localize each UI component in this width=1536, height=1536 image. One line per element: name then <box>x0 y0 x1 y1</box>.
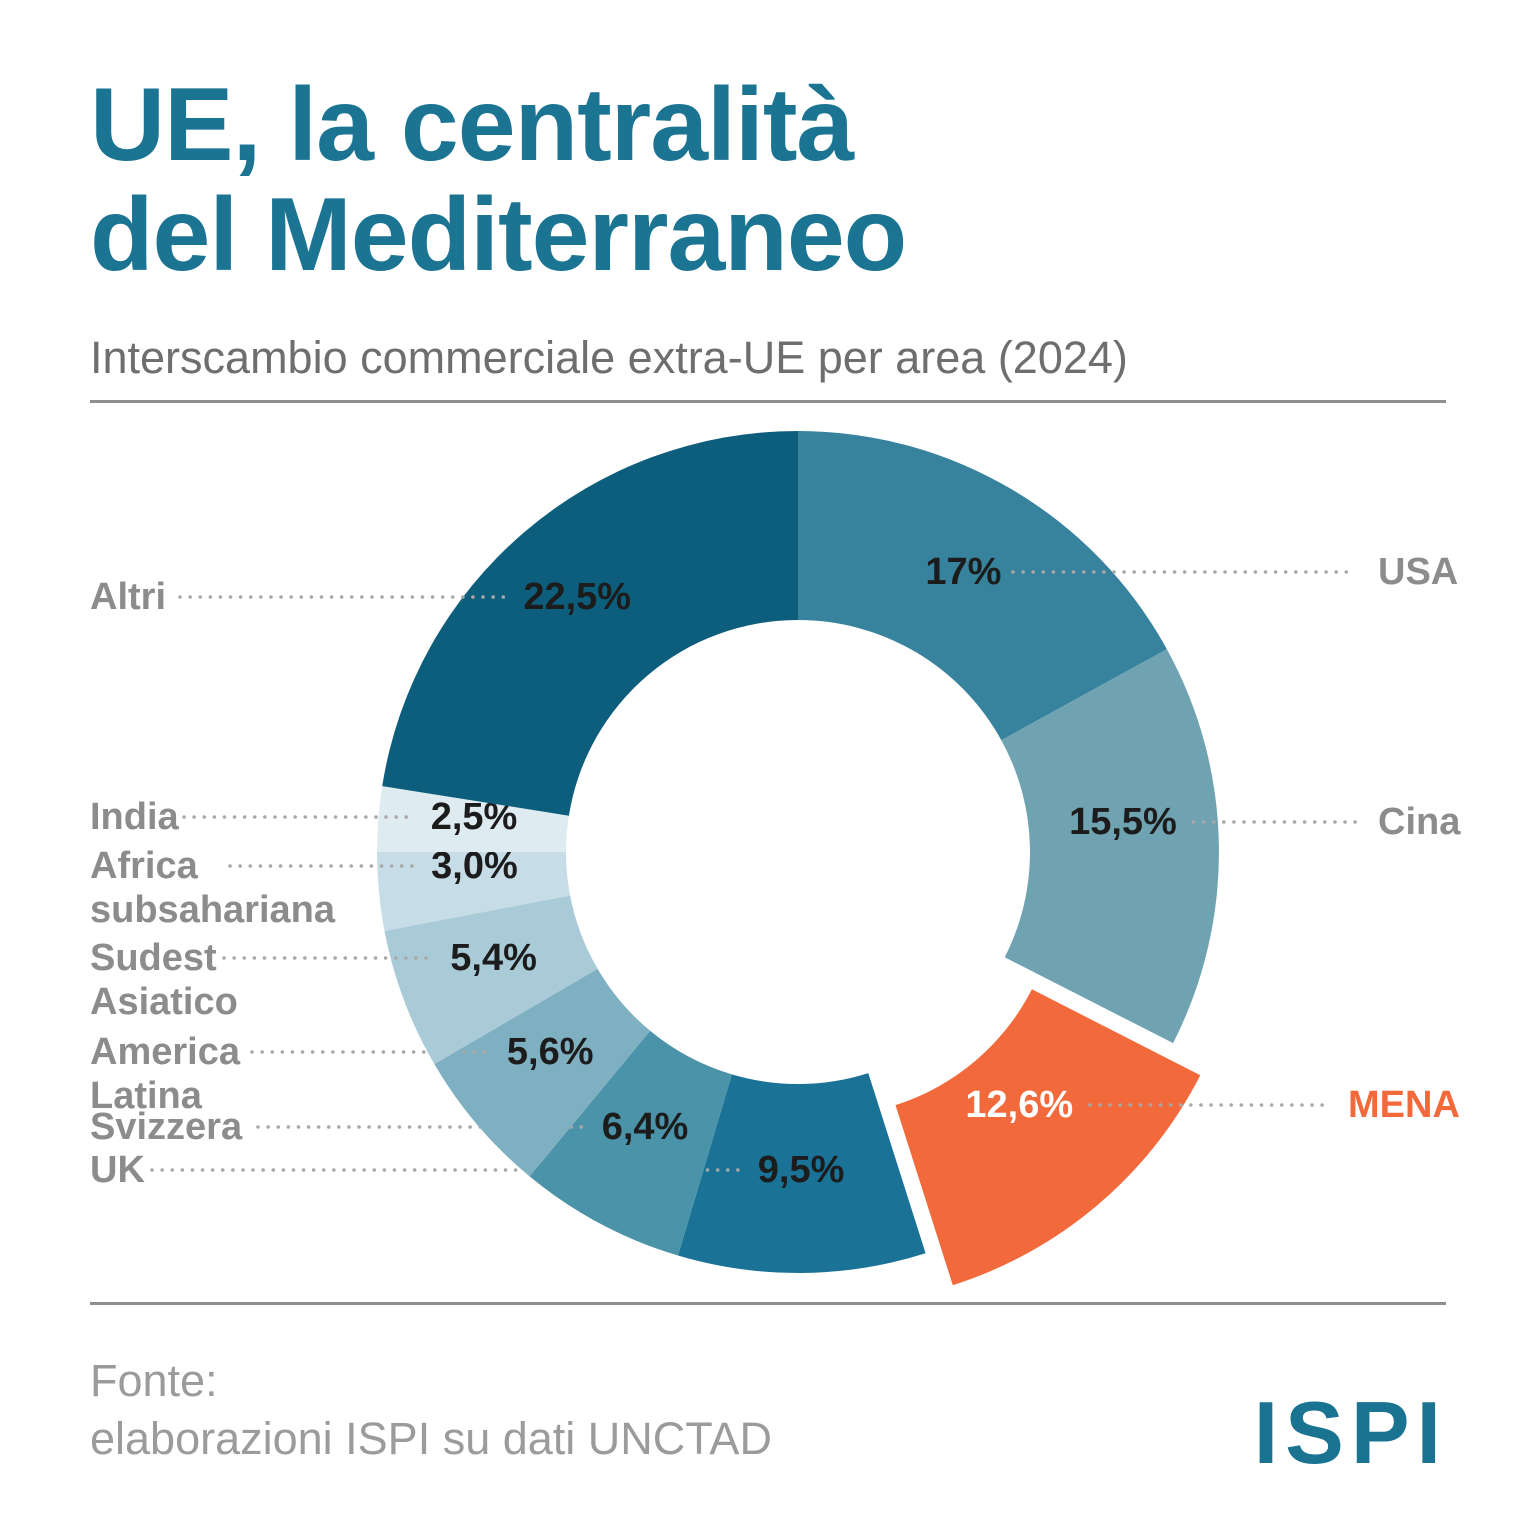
chart-subtitle: Interscambio commerciale extra-UE per ar… <box>90 332 1128 383</box>
percent-uk: 9,5% <box>758 1149 845 1191</box>
slice-america-latina <box>434 968 651 1177</box>
label-mena: MENA <box>1348 1084 1460 1126</box>
source-note: Fonte: elaborazioni ISPI su dati UNCTAD <box>90 1352 772 1468</box>
source-label: Fonte: <box>90 1355 218 1406</box>
slice-africa-subsahariana <box>377 852 571 931</box>
source-text: elaborazioni ISPI su dati UNCTAD <box>90 1413 772 1464</box>
slice-mena <box>895 989 1201 1286</box>
label-svizzera: Svizzera <box>90 1106 243 1148</box>
percent-sudest-asiatico: 5,4% <box>450 937 537 979</box>
label-america-latina: America Latina <box>90 1031 241 1117</box>
label-sudest-asiatico: Sudest Asiatico <box>90 937 238 1023</box>
divider-top <box>90 400 1446 403</box>
slice-altri <box>382 431 798 816</box>
ispi-logo: ISPI <box>1253 1383 1448 1482</box>
slice-india <box>377 786 569 852</box>
divider-bottom <box>90 1302 1446 1305</box>
page-title-line2: del Mediterraneo <box>90 177 907 293</box>
label-africa-subsahariana: Africa subsahariana <box>90 845 336 931</box>
label-india: India <box>90 796 180 838</box>
label-uk: UK <box>90 1149 145 1191</box>
slice-cina <box>1001 649 1219 1044</box>
percent-mena: 12,6% <box>965 1084 1073 1126</box>
label-cina: Cina <box>1378 801 1461 843</box>
slice-uk <box>678 1073 926 1273</box>
page-title-line1: UE, la centralità <box>90 67 854 183</box>
percent-cina: 15,5% <box>1069 801 1177 843</box>
slice-svizzera <box>529 1030 732 1256</box>
percent-altri: 22,5% <box>523 576 631 618</box>
percent-svizzera: 6,4% <box>602 1106 689 1148</box>
percent-america-latina: 5,6% <box>507 1031 594 1073</box>
percent-usa: 17% <box>925 551 1001 593</box>
slice-sudest-asiatico <box>384 895 598 1064</box>
label-usa: USA <box>1378 551 1458 593</box>
page-title: UE, la centralità del Mediterraneo <box>90 67 907 293</box>
label-altri: Altri <box>90 576 166 618</box>
slice-usa <box>798 431 1167 741</box>
